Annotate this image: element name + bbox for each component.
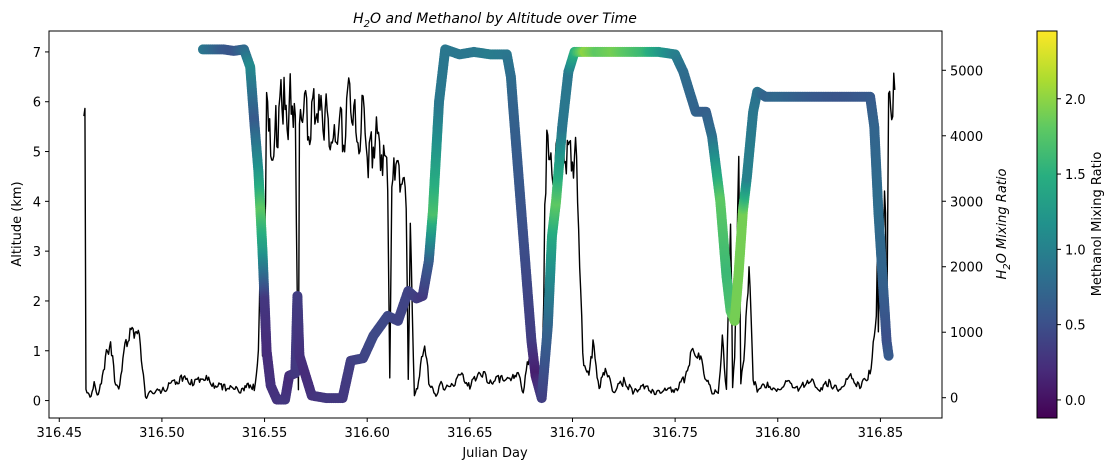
x-tick-label: 316.60 bbox=[344, 426, 390, 441]
colorbar-tick-label: 1.5 bbox=[1065, 168, 1086, 183]
left-y-tick-label: 1 bbox=[33, 345, 41, 360]
left-y-tick-label: 2 bbox=[33, 295, 41, 310]
colorbar-label: Methanol Mixing Ratio bbox=[1090, 152, 1105, 297]
right-y-tick-label: 5000 bbox=[950, 64, 983, 79]
left-y-tick-label: 6 bbox=[33, 96, 41, 111]
left-y-tick-label: 3 bbox=[33, 245, 41, 260]
left-y-axis-label: Altitude (km) bbox=[10, 181, 25, 266]
right-y-axis-ticks: 0 1000 2000 3000 4000 5000 bbox=[942, 64, 983, 407]
left-y-tick-label: 5 bbox=[33, 146, 41, 161]
x-tick-label: 316.70 bbox=[550, 426, 596, 441]
h2o-mixing-ratio-line bbox=[83, 72, 896, 399]
x-tick-label: 316.50 bbox=[139, 426, 185, 441]
altitude-methanol-scatter bbox=[197, 44, 894, 405]
left-y-tick-label: 7 bbox=[33, 46, 41, 61]
x-tick-label: 316.75 bbox=[652, 426, 698, 441]
colorbar-tick-label: 1.0 bbox=[1065, 243, 1086, 258]
colorbar-tick-label: 0.0 bbox=[1065, 394, 1086, 409]
h2o-series-line bbox=[83, 72, 896, 399]
right-y-tick-label: 0 bbox=[950, 392, 958, 407]
colorbar-ticks: 0.0 0.5 1.0 1.5 2.0 bbox=[1057, 93, 1086, 409]
x-tick-label: 316.85 bbox=[858, 426, 904, 441]
x-axis-label: Julian Day bbox=[461, 446, 528, 461]
right-y-tick-label: 1000 bbox=[950, 326, 983, 341]
right-y-tick-label: 2000 bbox=[950, 261, 983, 276]
left-y-tick-label: 4 bbox=[33, 195, 41, 210]
plot-frame bbox=[48, 30, 943, 419]
x-axis-ticks: 316.45 316.50 316.55 316.60 316.65 316.70 316.… bbox=[37, 418, 904, 441]
colorbar-tick-label: 0.5 bbox=[1065, 319, 1086, 334]
x-tick-label: 316.80 bbox=[755, 426, 801, 441]
right-y-tick-label: 3000 bbox=[950, 195, 983, 210]
colorbar bbox=[1036, 30, 1058, 419]
altitude-point bbox=[883, 350, 894, 361]
x-tick-label: 316.65 bbox=[447, 426, 493, 441]
right-y-tick-label: 4000 bbox=[950, 130, 983, 145]
x-tick-label: 316.55 bbox=[242, 426, 288, 441]
left-y-tick-label: 0 bbox=[33, 395, 41, 410]
colorbar-tick-label: 2.0 bbox=[1065, 93, 1086, 108]
left-y-axis-ticks: 0 1 2 3 4 5 6 7 bbox=[33, 46, 49, 410]
chart-title: H2O and Methanol by Altitude over Time bbox=[353, 11, 637, 30]
right-y-axis-label: H2O Mixing Ratio bbox=[995, 168, 1013, 279]
x-tick-label: 316.45 bbox=[37, 426, 83, 441]
